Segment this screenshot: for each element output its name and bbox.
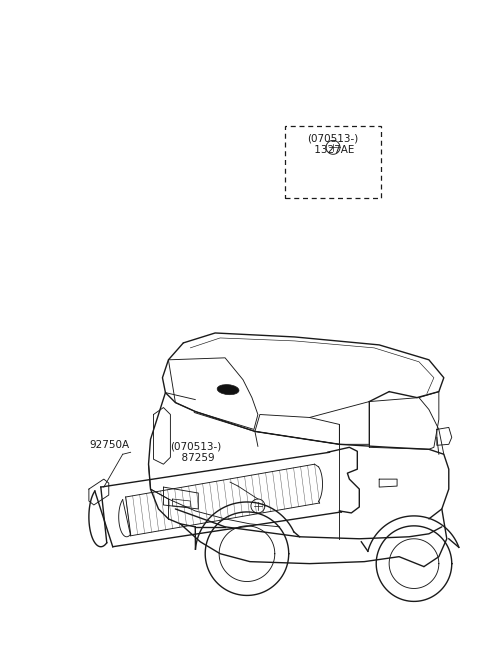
Bar <box>285 126 381 197</box>
Text: 92750A: 92750A <box>89 440 129 450</box>
Text: (070513-)
 1327AE: (070513-) 1327AE <box>307 134 359 155</box>
Text: (070513-)
  87259: (070513-) 87259 <box>169 441 221 463</box>
Ellipse shape <box>217 384 239 395</box>
